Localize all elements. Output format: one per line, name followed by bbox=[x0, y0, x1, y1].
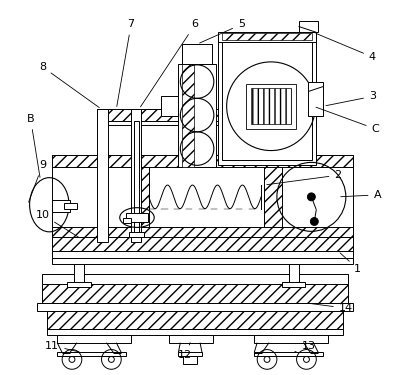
Bar bbox=[37, 303, 352, 311]
Bar bbox=[281, 282, 305, 286]
Bar bbox=[74, 264, 83, 284]
Bar bbox=[131, 109, 141, 242]
Bar bbox=[221, 42, 311, 160]
Bar bbox=[96, 121, 249, 125]
Bar bbox=[183, 357, 196, 364]
Bar bbox=[57, 335, 131, 343]
Text: 14: 14 bbox=[310, 303, 352, 313]
Bar bbox=[263, 167, 281, 227]
Bar bbox=[52, 251, 352, 258]
Circle shape bbox=[309, 217, 318, 225]
Bar bbox=[129, 232, 143, 237]
Text: A: A bbox=[340, 190, 380, 200]
Text: 13: 13 bbox=[293, 340, 315, 352]
Bar bbox=[298, 21, 318, 32]
Bar bbox=[96, 109, 108, 242]
Bar bbox=[160, 96, 178, 116]
Bar bbox=[178, 64, 215, 167]
Bar bbox=[42, 284, 347, 303]
Text: C: C bbox=[315, 107, 378, 134]
Bar bbox=[52, 156, 352, 237]
Text: B: B bbox=[27, 114, 40, 177]
Bar bbox=[126, 213, 147, 222]
Bar bbox=[52, 200, 70, 211]
Text: 3: 3 bbox=[325, 92, 375, 106]
Bar bbox=[96, 109, 249, 121]
Bar bbox=[182, 64, 194, 167]
Bar bbox=[52, 227, 352, 237]
Text: 7: 7 bbox=[117, 20, 134, 106]
Bar bbox=[254, 351, 322, 357]
Bar bbox=[57, 351, 126, 357]
Bar bbox=[123, 217, 131, 223]
Text: 9: 9 bbox=[28, 160, 46, 202]
Text: 12: 12 bbox=[178, 343, 192, 360]
Bar bbox=[251, 88, 290, 124]
Bar bbox=[178, 351, 202, 357]
Bar bbox=[217, 37, 315, 165]
Bar bbox=[288, 264, 298, 284]
Bar bbox=[47, 311, 342, 329]
Bar bbox=[217, 32, 315, 42]
Bar bbox=[308, 82, 322, 116]
Bar bbox=[254, 335, 327, 343]
Bar bbox=[64, 203, 77, 208]
Bar bbox=[52, 258, 352, 264]
Bar bbox=[52, 237, 352, 251]
Bar bbox=[52, 156, 352, 167]
Text: 5: 5 bbox=[199, 20, 244, 43]
Bar bbox=[221, 33, 311, 40]
Circle shape bbox=[307, 193, 315, 201]
Bar bbox=[131, 167, 149, 227]
Bar bbox=[134, 121, 139, 234]
Text: 8: 8 bbox=[39, 62, 99, 108]
Text: 11: 11 bbox=[45, 340, 79, 352]
Bar bbox=[246, 84, 295, 129]
Bar bbox=[182, 44, 211, 64]
Text: 10: 10 bbox=[35, 210, 79, 238]
Bar bbox=[168, 335, 212, 343]
Bar bbox=[67, 282, 90, 286]
Bar bbox=[47, 329, 342, 335]
Text: 2: 2 bbox=[266, 170, 341, 184]
Bar bbox=[42, 274, 347, 284]
Text: 6: 6 bbox=[140, 20, 198, 107]
Text: 1: 1 bbox=[339, 253, 360, 274]
Text: 4: 4 bbox=[315, 33, 375, 62]
